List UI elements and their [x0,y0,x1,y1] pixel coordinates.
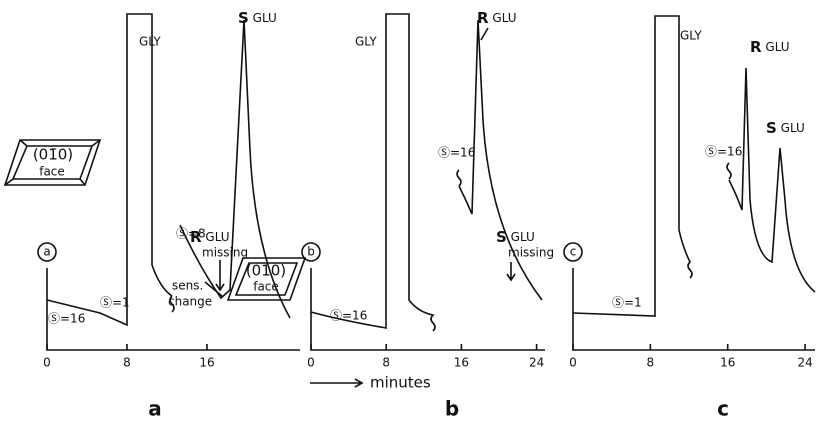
s-glu-label: S GLU [766,119,805,137]
symbol: R [477,9,489,27]
gly-label: GLY [680,29,702,43]
x-tick-label: 8 [382,356,390,370]
r-glu-label: R GLU [750,38,790,56]
sensitivity: Ⓢ=1 [100,296,130,310]
name: GLU [253,11,277,25]
crystal-plane: (01̄0) [33,146,73,164]
x-tick-label: 8 [647,356,655,370]
panel-b: b GLY R GLU S GLU missing Ⓢ=16 Ⓢ=16 [301,9,554,351]
r-glu-label: R GLU [190,228,230,246]
x-axis-label: minutes [370,374,431,392]
break [456,169,462,187]
symbol: S [496,228,507,246]
note: missing [508,246,554,260]
panel-circle-label: a [43,245,50,259]
panel-c: c GLY R GLU S GLU Ⓢ=1 Ⓢ=16 [563,15,816,351]
axes [572,268,815,351]
panel-circle [563,242,583,262]
name: GLU [205,230,229,244]
trace [179,19,291,319]
arrow [310,378,364,388]
trace [458,19,543,301]
x-tick-label: 24 [797,356,812,370]
sensitivity: Ⓢ=16 [330,309,367,323]
sensitivity: Ⓢ=16 [705,145,742,159]
crystal-b: (010) face [226,257,307,301]
sens-change: sens. [172,279,203,293]
crystal-face: face [253,280,279,294]
x-tick-label: 24 [529,356,544,370]
r-glu-label: R GLU [477,9,517,27]
x-tick-label: 16 [720,356,735,370]
sens-change: change [168,295,212,309]
sensitivity: Ⓢ=16 [48,312,85,326]
panel-circle-label: c [570,245,577,259]
symbol: S [766,119,777,137]
panel-circle [301,242,321,262]
x-tick-label: 16 [199,356,214,370]
name: GLU [765,40,789,54]
name: GLU [511,230,535,244]
panel-a: a GLY S GLU R GLU missing Ⓢ=16 Ⓢ=1 Ⓢ=8 s… [37,9,300,351]
symbol: R [190,228,202,246]
panel-letter: b [445,397,459,421]
trace [572,15,693,317]
note: missing [202,246,248,260]
arrow [204,281,223,297]
arrow [215,260,225,292]
sensitivity: Ⓢ=1 [612,296,642,310]
name: GLU [781,121,805,135]
panel-letter: a [148,397,162,421]
crystal-face: face [39,165,65,179]
s-glu-label: S GLU [238,9,277,27]
arrow [480,27,489,41]
gly-label: GLY [139,35,161,49]
symbol: S [238,9,249,27]
panel-circle [37,242,57,262]
x-tick-label: 16 [454,356,469,370]
sensitivity: Ⓢ=16 [438,146,475,160]
trace [728,67,816,293]
break [169,295,175,313]
panel-letter: c [717,397,729,421]
x-tick-label: 0 [43,356,51,370]
trace [46,13,173,327]
symbol: R [750,38,762,56]
panel-circle-label: b [307,245,315,259]
x-tick-label: 0 [307,356,315,370]
crystal-plane: (010) [246,262,286,280]
x-tick-label: 0 [569,356,577,370]
break [726,162,732,180]
crystal-a: (01̄0) face [3,139,102,186]
arrow [506,262,516,282]
name: GLU [492,11,516,25]
sensitivity: Ⓢ=8 [176,227,206,241]
gly-label: GLY [355,35,377,49]
x-tick-label: 8 [123,356,131,370]
s-glu-label: S GLU [496,228,535,246]
trace [310,13,436,332]
